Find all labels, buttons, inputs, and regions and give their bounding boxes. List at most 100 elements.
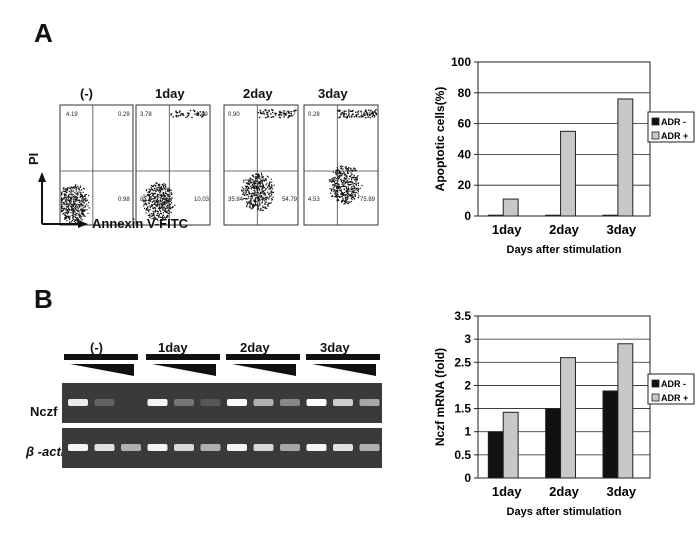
chart-b-ytick-5: 2.5 (454, 355, 471, 369)
chart-b-legend-label-0: ADR - (661, 379, 686, 389)
y-arrow-icon (38, 172, 46, 182)
flow-plot-0 (59, 104, 134, 226)
chart-a-bar-1-0 (502, 198, 519, 217)
chart-b-xtick-1: 2day (549, 484, 579, 499)
chart-b-xlabel: Days after stimulation (507, 506, 622, 518)
chart-a-legend-label-1: ADR + (661, 131, 688, 141)
band-nczf-8 (280, 399, 300, 406)
chart-a-legend-swatch-1 (651, 131, 660, 140)
flow-2-ur: 8.57 (284, 112, 296, 118)
chart-a-ytick-5: 100 (451, 55, 471, 69)
gel-col-label-2: 2day (240, 340, 270, 355)
band-nczf-1 (94, 399, 115, 406)
flow-1-lr: 10.03 (194, 197, 210, 203)
band-actin-7 (253, 444, 274, 451)
chart-a-legend-label-0: ADR - (661, 117, 686, 127)
gel-header-bar-1 (146, 354, 220, 360)
chart-b-ytick-4: 2 (464, 378, 471, 392)
gel-strip-nczf (62, 383, 382, 423)
flow-0-lr: 0.98 (118, 197, 130, 203)
flow-3-lr: 75.89 (360, 197, 376, 203)
gel-strip-actin (62, 428, 382, 468)
flow-3-ur: 18.91 (360, 112, 376, 118)
chart-b-ytick-2: 1 (464, 425, 471, 439)
chart-a-ytick-3: 60 (458, 117, 472, 131)
flow-2-ul: 0.90 (228, 112, 240, 118)
band-actin-6 (227, 444, 247, 451)
flow-2-lr: 54.79 (282, 197, 298, 203)
gel-col-label-0: (-) (90, 340, 103, 355)
chart-a-bar-1-2 (617, 98, 634, 217)
chart-a-xtick-1: 2day (549, 222, 579, 237)
chart-b-bar-0-2 (602, 390, 619, 479)
band-actin-1 (94, 444, 115, 451)
flow-plot-3 (303, 104, 379, 226)
chart-b-legend-label-1: ADR + (661, 393, 688, 403)
band-nczf-5 (200, 399, 221, 406)
chart-a-bar-1-1 (560, 130, 576, 217)
chart-b-legend-swatch-0 (651, 379, 660, 388)
chart-b-xtick-2: 3day (607, 484, 637, 499)
chart-b-ytick-3: 1.5 (454, 402, 471, 416)
x-arrow-icon (78, 220, 88, 228)
chart-b-legend-swatch-1 (651, 393, 660, 402)
flow-1-ur: 2.49 (196, 112, 208, 118)
gel-header-bar-0 (64, 354, 138, 360)
flow-3-ll: 4.53 (308, 197, 320, 203)
chart-b-bar-1-1 (560, 357, 576, 479)
flow-3-ul: 0.28 (308, 112, 320, 118)
chart-b-bar-0-0 (487, 431, 504, 479)
chart-b-bar-1-0 (502, 411, 519, 479)
chart-b-bar-1-2 (617, 343, 634, 479)
gel-row-label-actin: β -actin (26, 444, 73, 459)
flow-1-ll: 83.5 (140, 197, 152, 203)
band-actin-9 (306, 444, 327, 451)
band-nczf-10 (333, 399, 353, 406)
flow-col-label-2: 2day (243, 86, 273, 101)
chart-b-ytick-6: 3 (464, 332, 471, 346)
chart-a-legend-swatch-0 (651, 117, 660, 126)
gradient-wedge-3 (312, 364, 376, 376)
chart-b-ytick-0: 0 (464, 471, 471, 485)
gel-row-label-nczf: Nczf (30, 404, 58, 419)
chart-b-ytick-1: 0.5 (454, 448, 471, 462)
flow-col-label-0: (-) (80, 86, 93, 101)
band-actin-3 (147, 444, 168, 451)
flow-col-label-1: 1day (155, 86, 185, 101)
flow-2-ll: 35.84 (228, 197, 244, 203)
gel-header-bar-2 (226, 354, 300, 360)
band-nczf-3 (147, 399, 168, 406)
chart-a-xlabel: Days after stimulation (507, 244, 622, 256)
band-nczf-6 (227, 399, 247, 406)
band-actin-0 (68, 444, 88, 451)
flow-x-axis-label: Annexin V-FITC (92, 216, 189, 231)
flow-0-ll: 94.5 (66, 197, 78, 203)
band-actin-10 (333, 444, 353, 451)
flow-0-ur: 0.29 (118, 112, 130, 118)
band-nczf-9 (306, 399, 327, 406)
flow-0-ul: 4.19 (66, 112, 78, 118)
panel-letter-a: A (34, 18, 53, 48)
band-actin-4 (174, 444, 194, 451)
gradient-wedge-0 (70, 364, 134, 376)
band-actin-5 (200, 444, 221, 451)
chart-a-xtick-2: 3day (607, 222, 637, 237)
chart-a-ylabel: Apoptotic cells(%) (433, 87, 447, 192)
chart-a-ytick-4: 80 (458, 86, 472, 100)
panel-letter-b: B (34, 284, 53, 314)
chart-a-ytick-0: 0 (464, 209, 471, 223)
flow-plot-2 (223, 104, 299, 226)
chart-a-xtick-0: 1day (492, 222, 522, 237)
band-actin-8 (280, 444, 300, 451)
flow-1-ul: 3.78 (140, 112, 152, 118)
flow-col-label-3: 3day (318, 86, 348, 101)
gel-header-bar-3 (306, 354, 380, 360)
chart-a-ytick-2: 40 (458, 147, 472, 161)
chart-b-ylabel: Nczf mRNA (fold) (433, 348, 447, 446)
band-actin-2 (121, 444, 141, 451)
gel-col-label-3: 3day (320, 340, 350, 355)
chart-b-bar-0-1 (545, 408, 562, 479)
